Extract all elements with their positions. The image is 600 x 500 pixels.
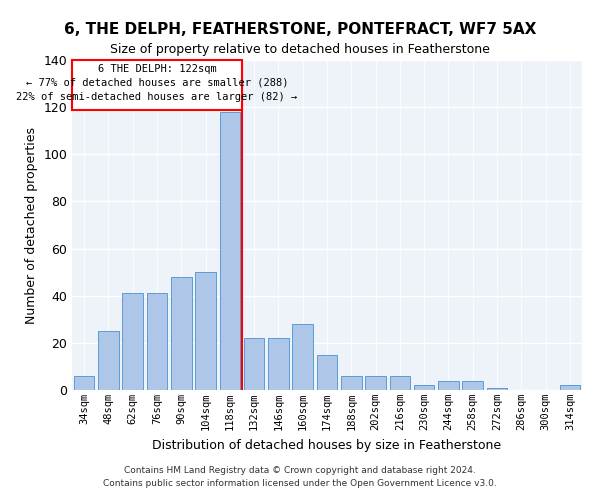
Bar	[268, 338, 289, 390]
Bar	[74, 376, 94, 390]
Bar	[244, 338, 265, 390]
Bar	[292, 324, 313, 390]
Bar	[389, 376, 410, 390]
Bar	[122, 294, 143, 390]
Bar	[560, 386, 580, 390]
Bar	[463, 380, 483, 390]
Bar	[171, 277, 191, 390]
FancyBboxPatch shape	[72, 60, 242, 110]
Bar	[146, 294, 167, 390]
Text: Contains HM Land Registry data © Crown copyright and database right 2024.
Contai: Contains HM Land Registry data © Crown c…	[103, 466, 497, 487]
Bar	[414, 386, 434, 390]
Bar	[487, 388, 508, 390]
Bar	[317, 354, 337, 390]
Bar	[341, 376, 362, 390]
Text: ← 77% of detached houses are smaller (288): ← 77% of detached houses are smaller (28…	[26, 78, 288, 88]
Text: 6 THE DELPH: 122sqm: 6 THE DELPH: 122sqm	[98, 64, 217, 74]
Bar	[195, 272, 216, 390]
Bar	[438, 380, 459, 390]
Bar	[220, 112, 240, 390]
Text: 22% of semi-detached houses are larger (82) →: 22% of semi-detached houses are larger (…	[16, 92, 298, 102]
Bar	[98, 331, 119, 390]
Y-axis label: Number of detached properties: Number of detached properties	[25, 126, 38, 324]
Text: 6, THE DELPH, FEATHERSTONE, PONTEFRACT, WF7 5AX: 6, THE DELPH, FEATHERSTONE, PONTEFRACT, …	[64, 22, 536, 38]
Text: Size of property relative to detached houses in Featherstone: Size of property relative to detached ho…	[110, 42, 490, 56]
X-axis label: Distribution of detached houses by size in Featherstone: Distribution of detached houses by size …	[152, 438, 502, 452]
Bar	[365, 376, 386, 390]
